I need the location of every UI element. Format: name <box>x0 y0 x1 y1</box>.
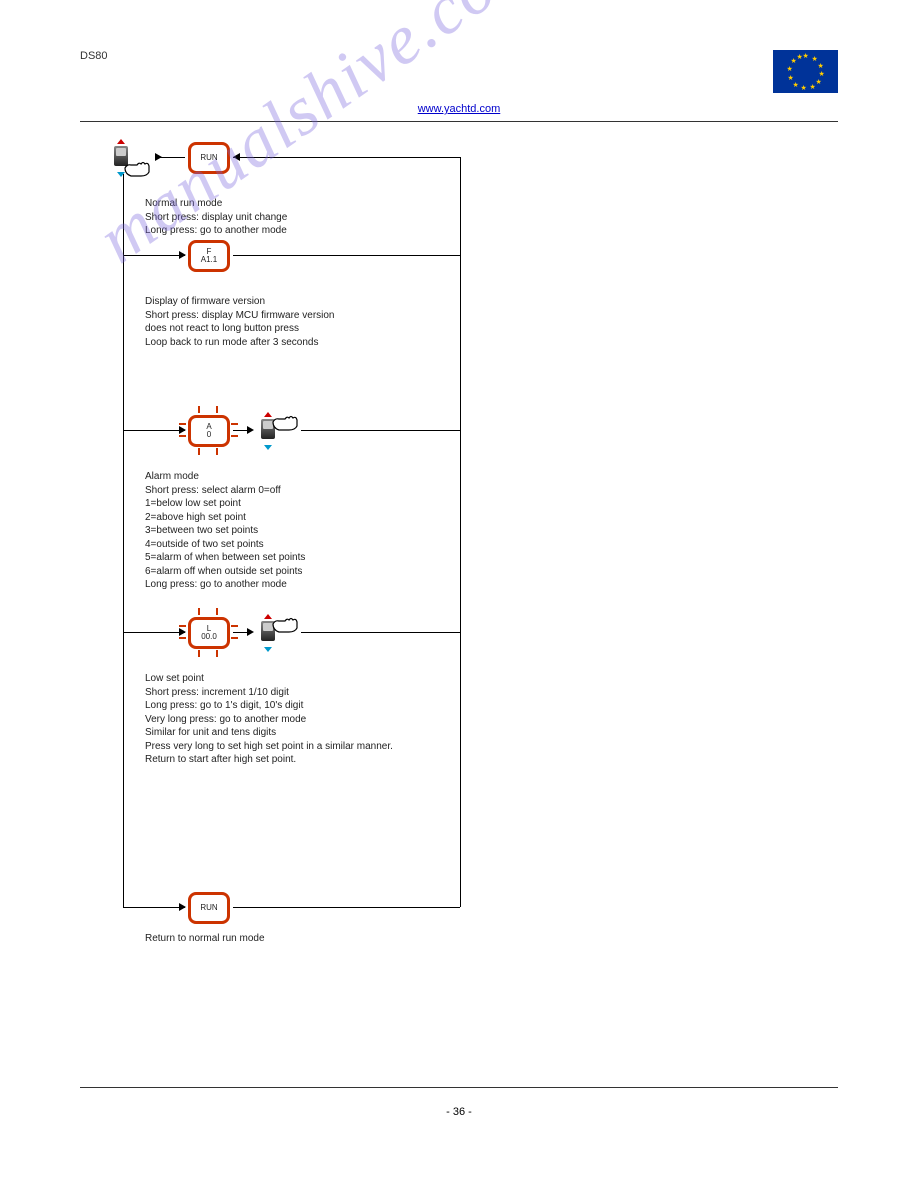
arrow-right-icon <box>247 628 254 636</box>
eu-flag-icon: ★ ★ ★ ★ ★ ★ ★ ★ ★ ★ ★ ★ <box>773 50 838 93</box>
step-description: Low set point Short press: increment 1/1… <box>145 672 393 767</box>
state-label: L 00.0 <box>201 625 217 641</box>
page-number: - 36 - <box>0 1106 918 1118</box>
flow-diagram: RUN Normal run mode Short press: display… <box>95 142 475 932</box>
arrow-right-icon <box>179 903 186 911</box>
step-description: Normal run mode Short press: display uni… <box>145 197 287 238</box>
footer-rule <box>80 1087 838 1088</box>
header-model-label: DS80 <box>80 50 108 62</box>
connector-line <box>123 632 185 633</box>
connector-line <box>301 430 460 431</box>
page-header: DS80 ★ ★ ★ ★ ★ ★ ★ ★ ★ ★ ★ ★ <box>80 50 838 93</box>
state-label: RUN <box>200 904 217 912</box>
hand-pointer-icon <box>271 614 299 634</box>
state-box-alarm: A 0 <box>188 415 230 447</box>
connector-line <box>233 255 460 256</box>
header-url-link[interactable]: www.yachtd.com <box>80 103 838 115</box>
connector-line <box>233 907 460 908</box>
connector-line <box>301 632 460 633</box>
step-description: Display of firmware version Short press:… <box>145 295 335 349</box>
connector-line <box>233 157 460 158</box>
state-box-run: RUN <box>188 142 230 174</box>
step-description: Return to normal run mode <box>145 932 265 946</box>
state-label: A 0 <box>206 423 211 439</box>
eu-stars: ★ ★ ★ ★ ★ ★ ★ ★ ★ ★ ★ ★ <box>786 52 826 92</box>
arrow-right-icon <box>179 426 186 434</box>
arrow-right-icon <box>155 153 162 161</box>
state-box-firmware: F A1.1 <box>188 240 230 272</box>
state-label: F A1.1 <box>201 248 217 264</box>
spine-line <box>123 174 124 907</box>
state-label: RUN <box>200 154 217 162</box>
hand-pointer-icon <box>123 158 151 178</box>
hand-pointer-icon <box>271 412 299 432</box>
arrow-right-icon <box>179 628 186 636</box>
state-box-low-setpoint: L 00.0 <box>188 617 230 649</box>
header-rule <box>80 121 838 122</box>
arrow-right-icon <box>179 251 186 259</box>
return-line <box>460 157 461 907</box>
arrow-left-icon <box>233 153 240 161</box>
arrow-right-icon <box>247 426 254 434</box>
manual-page: DS80 ★ ★ ★ ★ ★ ★ ★ ★ ★ ★ ★ ★ www.yachtd.… <box>0 0 918 1188</box>
step-description: Alarm mode Short press: select alarm 0=o… <box>145 470 305 592</box>
connector-line <box>123 907 185 908</box>
connector-line <box>123 255 185 256</box>
connector-line <box>123 430 185 431</box>
state-box-run-return: RUN <box>188 892 230 924</box>
